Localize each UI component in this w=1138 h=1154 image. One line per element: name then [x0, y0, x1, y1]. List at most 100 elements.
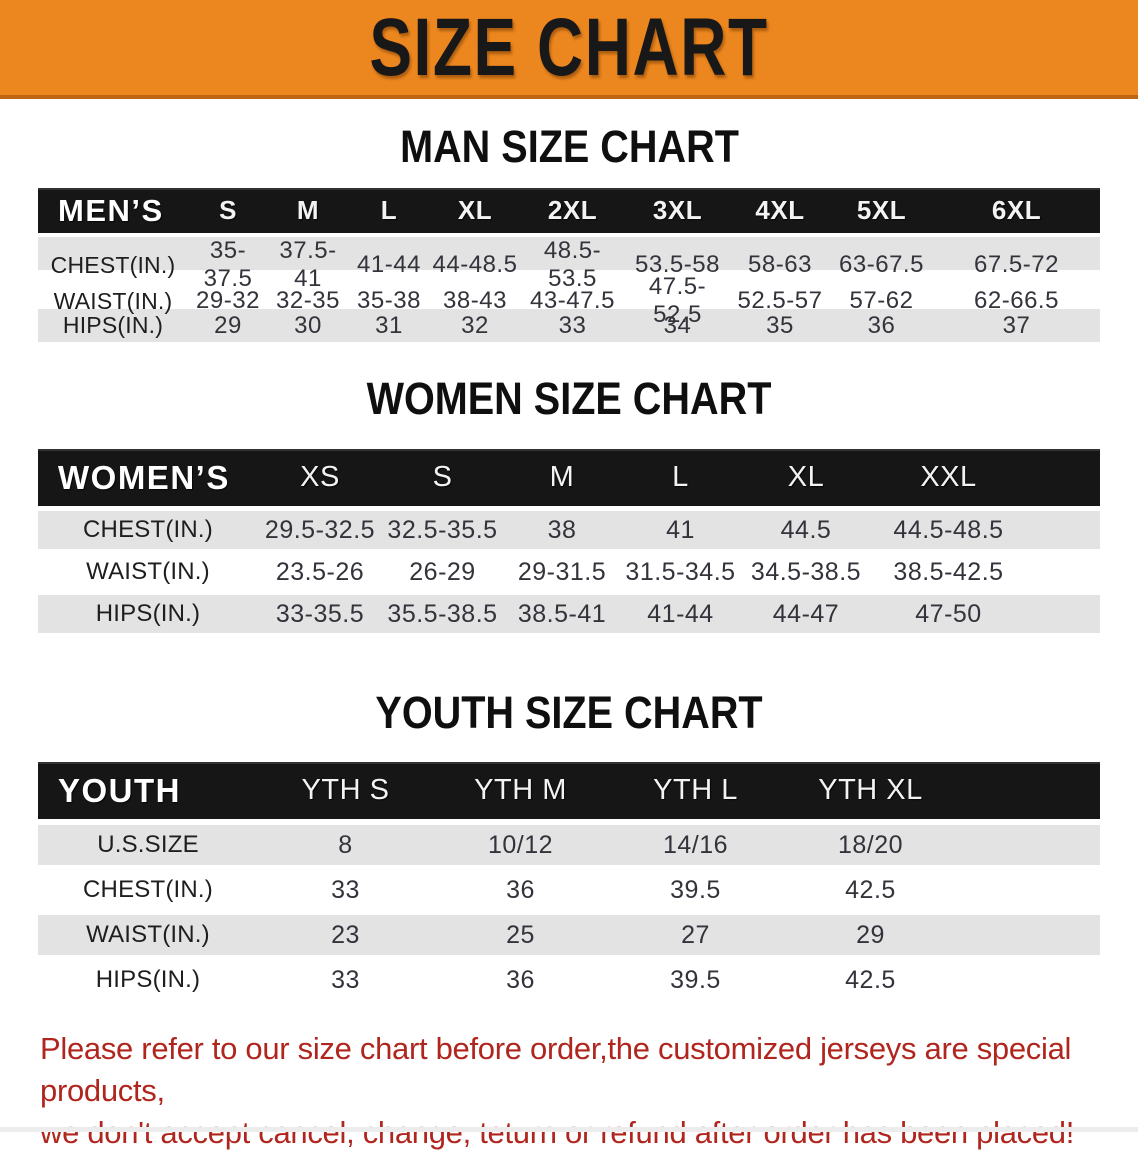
size-value-cell: 33	[331, 965, 360, 994]
size-value-cell: 32.5-35.5	[387, 515, 498, 544]
bottom-edge-strip	[0, 1127, 1138, 1132]
size-header-cell: 2XL	[547, 195, 598, 225]
size-value-cell: 29.5-32.5	[264, 515, 376, 544]
size-value-cell: 63-67.5	[839, 251, 924, 278]
men-waist-row: WAIST(IN.) 29-32 32-35 35-38 38-43 43-47…	[38, 273, 1100, 328]
size-value-cell: 29-32	[196, 287, 260, 314]
man-size-chart-heading-text: MAN SIZE CHART	[399, 121, 739, 172]
size-value-cell: 36	[867, 311, 896, 339]
size-value-cell: 43-47.5	[530, 287, 615, 314]
size-value-cell: 29-31.5	[517, 557, 607, 586]
size-value-cell: 44.5-48.5	[893, 515, 1004, 544]
size-value-cell: 58-63	[748, 251, 812, 278]
row-label: HIPS(IN.)	[62, 312, 164, 338]
size-header-cell: 3XL	[652, 195, 703, 225]
size-value-cell: 29	[856, 920, 885, 949]
size-value-cell: 52.5-57	[737, 287, 823, 314]
youth-size-chart-heading: YOUTH SIZE CHART	[0, 690, 1138, 736]
size-value-cell: 42.5	[845, 875, 896, 904]
size-value-cell: 35	[766, 311, 794, 339]
size-value-cell: 33-35.5	[275, 599, 365, 628]
size-value-cell: 42.5	[845, 965, 896, 994]
row-label: CHEST(IN.)	[50, 251, 176, 278]
size-value-cell: 39.5	[670, 965, 721, 994]
disclaimer-text: Please refer to our size chart before or…	[40, 1028, 1100, 1154]
size-value-cell: 35.5-38.5	[387, 599, 498, 628]
youth-waist-row: WAIST(IN.) 23 25 27 29	[38, 915, 1100, 955]
size-value-cell: 23.5-26	[275, 557, 365, 586]
row-label: HIPS(IN.)	[95, 966, 201, 993]
women-chest-row: CHEST(IN.) 29.5-32.5 32.5-35.5 38 41 44.…	[38, 511, 1100, 549]
size-header-cell: 4XL	[755, 195, 805, 225]
size-header-cell: M	[296, 195, 320, 225]
women-table-header-row: WOMEN’S XS S M L XL XXL	[38, 449, 1100, 506]
size-value-cell: 10/12	[487, 830, 554, 859]
size-value-cell: 33	[331, 875, 360, 904]
table-corner-cell: YOUTH	[58, 771, 181, 809]
size-value-cell: 38-43	[443, 287, 507, 314]
women-hips-row: HIPS(IN.) 33-35.5 35.5-38.5 38.5-41 41-4…	[38, 595, 1100, 633]
size-value-cell: 67.5-72	[974, 251, 1059, 278]
size-value-cell: 48.5-53.5	[543, 237, 602, 292]
size-value-cell: 32-35	[276, 287, 340, 314]
youth-table-header-row: YOUTH YTH S YTH M YTH L YTH XL	[38, 762, 1100, 819]
size-value-cell: 37.5-41	[279, 237, 337, 292]
youth-size-chart-heading-text: YOUTH SIZE CHART	[375, 687, 763, 738]
size-value-cell: 44.5	[780, 515, 832, 544]
size-value-cell: 47.5-52.5	[648, 273, 707, 328]
disclaimer-line-1: Please refer to our size chart before or…	[40, 1031, 1072, 1108]
size-value-cell: 29	[214, 311, 242, 339]
women-waist-row: WAIST(IN.) 23.5-26 26-29 29-31.5 31.5-34…	[38, 553, 1100, 591]
size-value-cell: 27	[681, 920, 710, 949]
size-value-cell: 34.5-38.5	[750, 557, 862, 586]
size-header-cell: YTH S	[301, 774, 390, 806]
size-value-cell: 18/20	[837, 830, 904, 859]
size-header-cell: S	[219, 195, 237, 225]
men-chest-row: CHEST(IN.) 35-37.5 37.5-41 41-44 44-48.5…	[38, 237, 1100, 292]
disclaimer-line-2: we don't accept cancel, change, teturn o…	[40, 1115, 1075, 1150]
size-header-cell: YTH M	[474, 774, 567, 806]
size-value-cell: 33	[558, 311, 587, 339]
size-header-cell: L	[672, 461, 689, 493]
size-value-cell: 41	[666, 515, 695, 544]
man-size-chart-heading: MAN SIZE CHART	[0, 124, 1138, 170]
size-value-cell: 35-37.5	[203, 237, 253, 292]
size-header-cell: S	[432, 461, 453, 493]
row-label: WAIST(IN.)	[86, 921, 210, 948]
size-value-cell: 47-50	[915, 599, 982, 628]
men-size-table: MEN’S S M L XL 2XL 3XL 4XL 5XL 6XL CHEST…	[38, 188, 1100, 342]
row-label: HIPS(IN.)	[95, 600, 201, 627]
size-value-cell: 39.5	[670, 875, 721, 904]
men-hips-row: HIPS(IN.) 29 30 31 32 33 34 35 36 37	[38, 309, 1100, 342]
size-header-cell: 6XL	[991, 195, 1042, 225]
size-value-cell: 14/16	[662, 830, 729, 859]
row-label: WAIST(IN.)	[86, 558, 210, 585]
size-value-cell: 32	[461, 311, 489, 339]
size-header-cell: XL	[787, 461, 825, 493]
youth-chest-row: CHEST(IN.) 33 36 39.5 42.5	[38, 870, 1100, 910]
size-value-cell: 31	[375, 311, 403, 339]
women-size-table: WOMEN’S XS S M L XL XXL CHEST(IN.) 29.5-…	[38, 449, 1100, 633]
size-value-cell: 35-38	[357, 287, 421, 314]
size-value-cell: 37	[1002, 311, 1031, 339]
size-header-cell: YTH L	[653, 774, 738, 806]
size-value-cell: 62-66.5	[974, 287, 1059, 314]
women-size-chart-heading: WOMEN SIZE CHART	[0, 376, 1138, 422]
size-value-cell: 41-44	[357, 251, 421, 278]
row-label: U.S.SIZE	[97, 831, 199, 858]
row-label: WAIST(IN.)	[53, 287, 173, 314]
women-size-chart-heading-text: WOMEN SIZE CHART	[366, 373, 772, 424]
size-header-cell: L	[380, 195, 398, 225]
size-value-cell: 41-44	[647, 599, 714, 628]
size-value-cell: 57-62	[849, 287, 914, 314]
size-value-cell: 26-29	[409, 557, 476, 586]
banner-title: SIZE CHART	[369, 1, 769, 93]
size-value-cell: 38.5-42.5	[893, 557, 1004, 586]
size-header-cell: XS	[300, 461, 340, 493]
size-value-cell: 30	[294, 311, 322, 339]
men-table-header-row: MEN’S S M L XL 2XL 3XL 4XL 5XL 6XL	[38, 188, 1100, 233]
size-header-cell: XL	[457, 195, 493, 225]
banner: SIZE CHART	[0, 0, 1138, 99]
size-value-cell: 36	[506, 965, 535, 994]
size-header-cell: M	[549, 461, 575, 493]
